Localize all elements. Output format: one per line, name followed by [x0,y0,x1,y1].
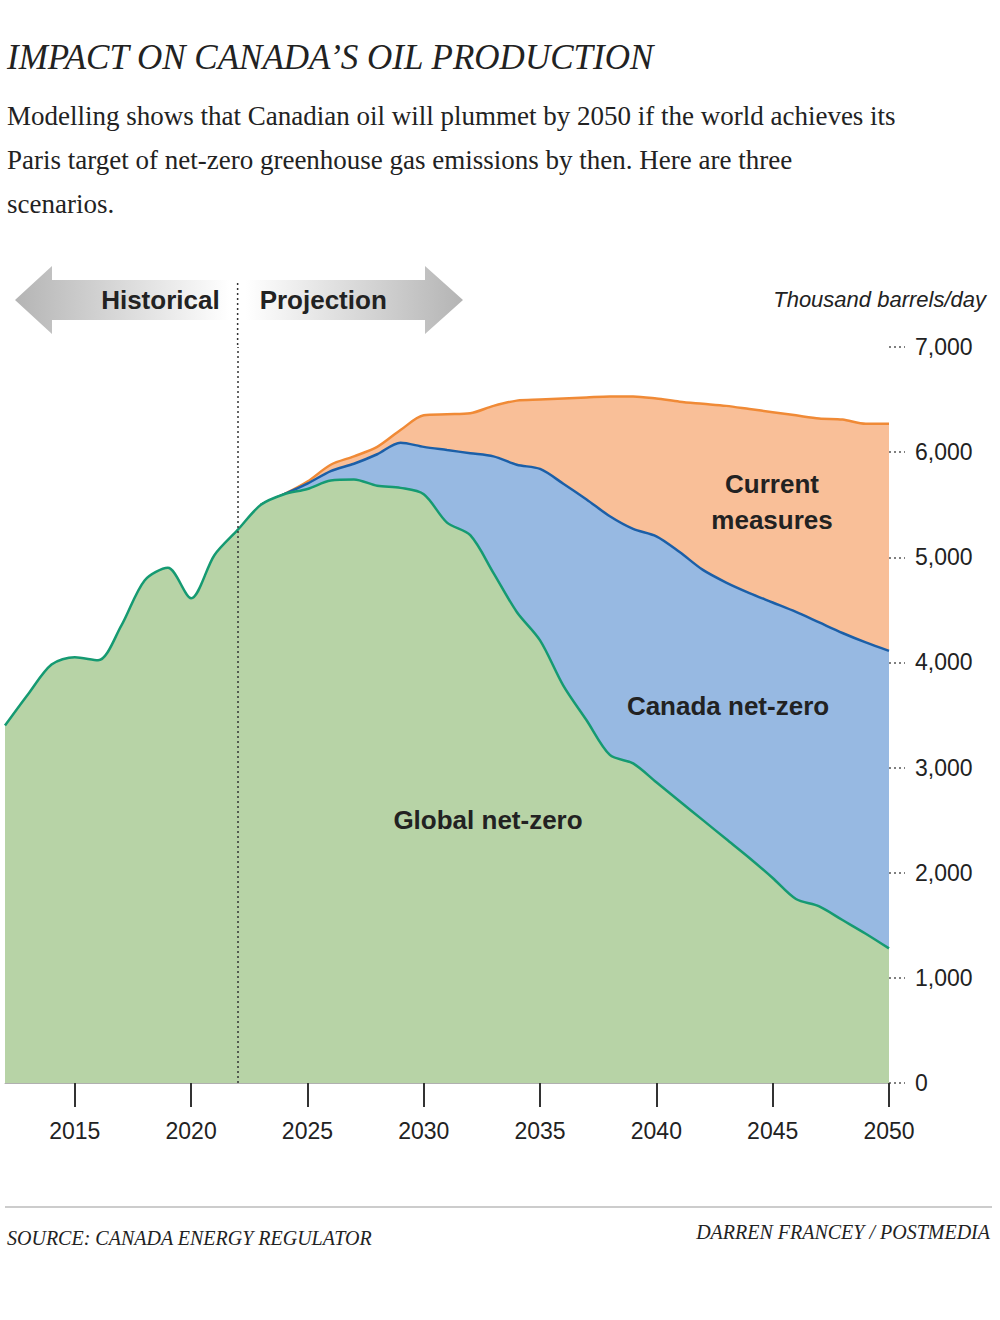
svg-text:Thousand barrels/day: Thousand barrels/day [773,287,988,312]
svg-text:2035: 2035 [514,1118,565,1144]
svg-text:2020: 2020 [166,1118,217,1144]
svg-text:2050: 2050 [863,1118,914,1144]
svg-text:Global net-zero: Global net-zero [393,805,582,835]
svg-text:3,000: 3,000 [915,755,973,781]
svg-text:SOURCE: CANADA ENERGY REGULATO: SOURCE: CANADA ENERGY REGULATOR [7,1227,372,1249]
svg-text:0: 0 [915,1070,928,1096]
svg-text:2025: 2025 [282,1118,333,1144]
svg-text:scenarios.: scenarios. [7,189,114,219]
svg-text:4,000: 4,000 [915,649,973,675]
svg-text:6,000: 6,000 [915,439,973,465]
svg-text:2045: 2045 [747,1118,798,1144]
svg-text:2,000: 2,000 [915,860,973,886]
svg-text:DARREN FRANCEY / POSTMEDIA: DARREN FRANCEY / POSTMEDIA [695,1221,991,1243]
svg-text:7,000: 7,000 [915,334,973,360]
svg-text:measures: measures [711,505,832,535]
svg-text:Modelling shows that Canadian: Modelling shows that Canadian oil will p… [7,101,902,131]
svg-text:Historical: Historical [101,285,220,315]
svg-text:Current: Current [725,469,819,499]
svg-text:Projection: Projection [260,285,387,315]
svg-text:IMPACT ON CANADA’S OIL PRODUCT: IMPACT ON CANADA’S OIL PRODUCTION [6,38,655,77]
svg-text:2030: 2030 [398,1118,449,1144]
svg-text:2040: 2040 [631,1118,682,1144]
svg-text:Canada net-zero: Canada net-zero [627,691,829,721]
svg-text:5,000: 5,000 [915,544,973,570]
svg-text:Paris target of net-zero green: Paris target of net-zero greenhouse gas … [7,145,799,175]
svg-text:2015: 2015 [49,1118,100,1144]
svg-text:1,000: 1,000 [915,965,973,991]
